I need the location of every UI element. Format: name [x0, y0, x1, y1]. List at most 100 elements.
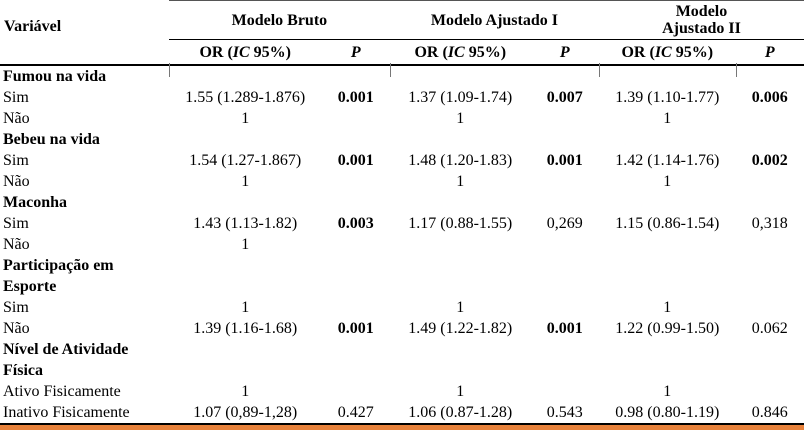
p-value-cell [322, 339, 390, 381]
table-row: Não 1 1 1 [0, 171, 804, 192]
ci-label: 95%) [249, 43, 291, 61]
p-value-cell [531, 234, 599, 255]
or-value-cell: 1 [456, 383, 465, 400]
variable-cell: Sim [3, 299, 29, 316]
or-value-cell [169, 65, 322, 87]
cell-border-tick [735, 63, 737, 77]
table-body: Fumou na vida Sim 1.55 (1.289-1.876) 0.001 1… [0, 65, 804, 425]
table-row: Sim 1.55 (1.289-1.876) 0.001 1.37 (1.09-1.7… [0, 87, 804, 108]
p-column-header-3: P [735, 39, 804, 66]
p-value-cell: 0.003 [337, 215, 374, 232]
or-value-cell: 1.39 (1.16-1.68) [193, 320, 298, 337]
p-value-cell [531, 108, 599, 129]
p-value-cell: 0.001 [546, 152, 583, 169]
cell-border-tick [598, 63, 600, 77]
or-value-cell: 1.15 (0.86-1.54) [615, 215, 720, 232]
or-value-cell: 1 [663, 110, 672, 127]
or-value-cell: 1.39 (1.10-1.77) [615, 89, 720, 106]
p-column-header-2: P [530, 39, 599, 66]
p-value-cell [322, 129, 390, 150]
or-label: OR ( [414, 43, 448, 61]
or-value-cell: 1 [456, 173, 465, 190]
or-value-cell: 1 [663, 173, 672, 190]
subheader-row: OR (IC 95%) P OR (IC 95%) P OR (IC 95%) … [0, 39, 804, 66]
or-value-cell: 1.49 (1.22-1.82) [408, 320, 513, 337]
ci-label: 95%) [464, 43, 507, 61]
p-value-cell: 0.543 [530, 402, 599, 425]
table-row: Sim 1.43 (1.13-1.82) 0.003 1.17 (0.88-1.55)… [0, 213, 804, 234]
or-value-cell: 1 [241, 236, 250, 253]
p-value-cell [531, 381, 599, 402]
model-header-row: Variável Modelo Bruto Modelo Ajustado I … [0, 0, 804, 66]
variable-cell: Sim [3, 89, 29, 106]
variable-group-row: Bebeu na vida [0, 129, 804, 150]
or-value-cell [599, 192, 736, 213]
p-value-cell [531, 171, 599, 192]
or-value-cell [390, 192, 531, 213]
variable-group-row: Participação em Esporte [0, 255, 804, 297]
p-value-cell: 0.007 [546, 89, 583, 106]
or-value-cell: 1.42 (1.14-1.76) [615, 152, 720, 169]
p-value-cell [531, 192, 599, 213]
bottom-accent-bar [0, 425, 804, 430]
or-value-cell [390, 339, 531, 381]
or-value-cell [599, 234, 736, 255]
p-value-cell [531, 255, 599, 297]
p-value-cell: 0.001 [337, 320, 374, 337]
p-value-cell [322, 234, 390, 255]
or-value-cell: 1 [241, 110, 250, 127]
p-value-cell: 0.001 [337, 89, 374, 106]
or-value-cell [169, 339, 322, 381]
or-label: OR ( [199, 43, 233, 61]
or-value-cell: 1.07 (0,89-1,28) [168, 402, 322, 425]
p-value-cell [736, 297, 804, 318]
or-value-cell: 1 [241, 383, 250, 400]
variable-cell: Fumou na vida [3, 68, 107, 85]
p-value-cell: 0.846 [735, 402, 804, 425]
or-value-cell: 1.22 (0.99-1.50) [615, 320, 720, 337]
or-value-cell [599, 255, 736, 297]
or-value-cell: 1.54 (1.27-1.867) [189, 152, 302, 169]
ic-label: IC [447, 43, 465, 61]
or-value-cell: 1 [241, 173, 250, 190]
table-row: Sim 1.54 (1.27-1.867) 0.001 1.48 (1.20-1.83… [0, 150, 804, 171]
variable-cell: Nível de Atividade Física [3, 341, 129, 379]
or-value-cell: 1.48 (1.20-1.83) [408, 152, 513, 169]
variable-cell: Não [3, 173, 30, 190]
p-value-cell [736, 192, 804, 213]
model-group-header-ajustado-2: Modelo Ajustado II [598, 0, 804, 40]
or-value-cell [599, 129, 736, 150]
p-value-cell [736, 255, 804, 297]
variable-cell: Não [3, 320, 30, 337]
p-value-cell: 0,318 [751, 215, 788, 232]
or-value-cell [390, 65, 531, 87]
table-row: Não 1 1 1 [0, 108, 804, 129]
p-value-cell [322, 108, 390, 129]
or-value-cell: 1.55 (1.289-1.876) [185, 89, 306, 106]
or-value-cell [599, 65, 736, 87]
p-value-cell [736, 339, 804, 381]
or-value-cell [169, 192, 322, 213]
or-value-cell: 1 [241, 299, 250, 316]
variable-group-row: Fumou na vida [0, 65, 804, 87]
p-value-cell: 0.002 [751, 152, 788, 169]
p-value-cell: 0.001 [337, 152, 374, 169]
variable-cell: Inativo Fisicamente [0, 402, 169, 425]
or-value-cell [390, 129, 531, 150]
model-group-header-ajustado-1: Modelo Ajustado I [389, 0, 599, 40]
table-row: Ativo Fisicamente 1 1 1 [0, 381, 804, 402]
or-value-cell: 1.43 (1.13-1.82) [193, 215, 298, 232]
p-value-cell: 0.001 [546, 320, 583, 337]
p-value-cell [531, 65, 599, 87]
p-column-header-1: P [321, 39, 390, 66]
variable-group-row: Maconha [0, 192, 804, 213]
p-value-cell [736, 129, 804, 150]
or-value-cell [390, 234, 531, 255]
or-value-cell [390, 255, 531, 297]
p-value-cell: 0,269 [546, 215, 583, 232]
or-value-cell: 1.17 (0.88-1.55) [408, 215, 513, 232]
variable-cell: Participação em Esporte [3, 257, 114, 295]
variable-cell: Sim [3, 152, 29, 169]
